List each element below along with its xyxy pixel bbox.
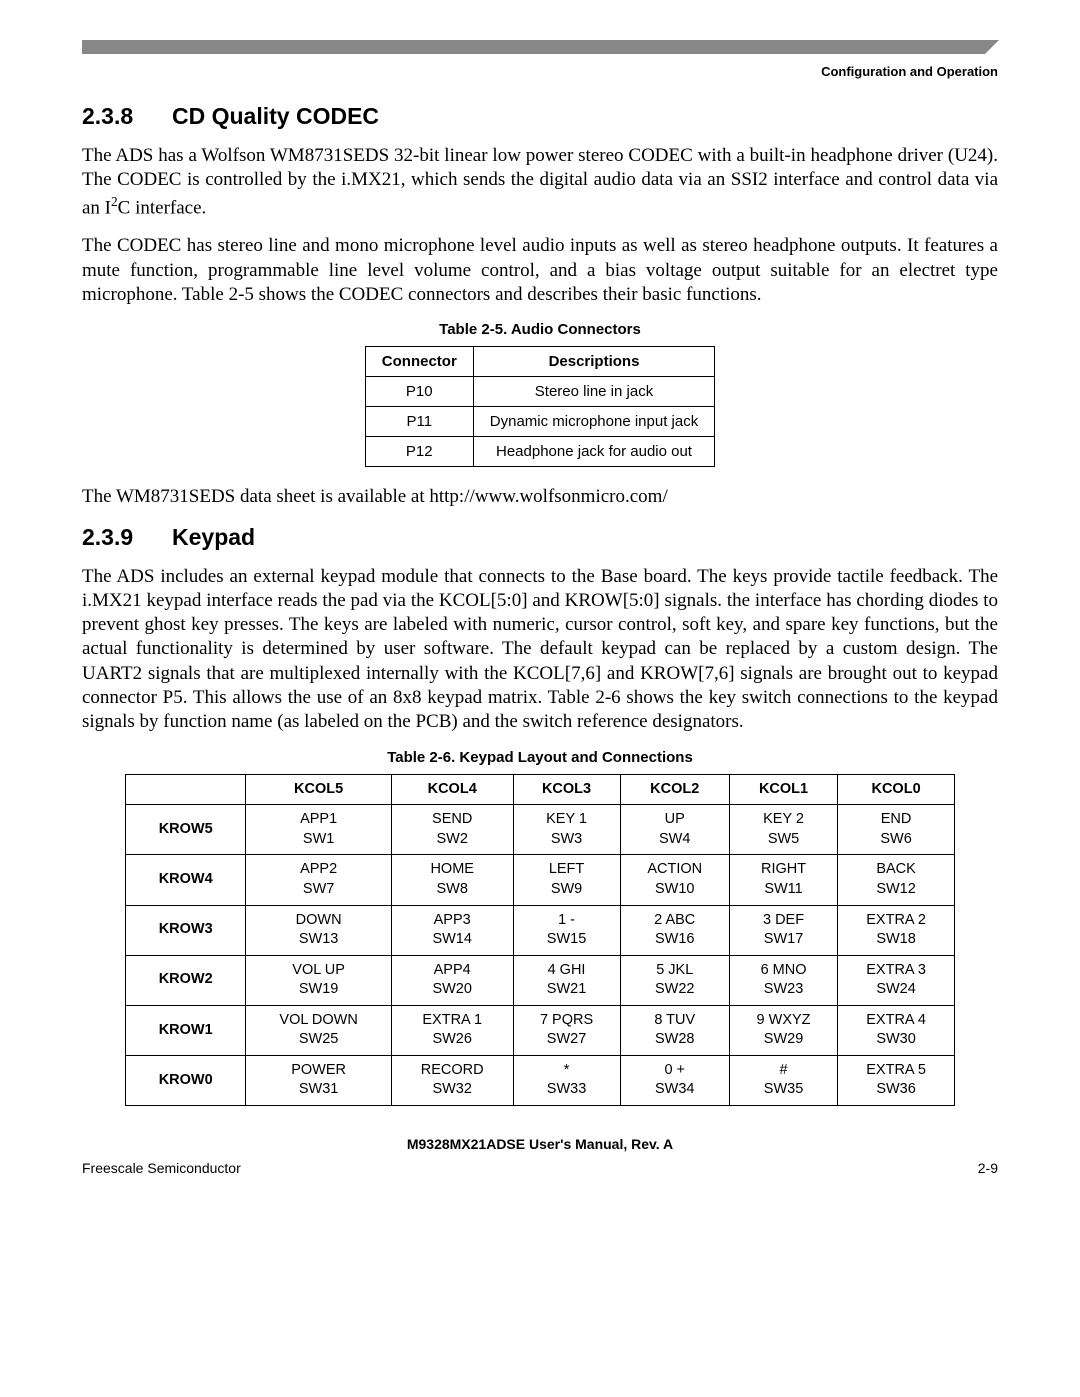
section-title: Keypad xyxy=(172,524,255,550)
col-connector: Connector xyxy=(365,347,473,377)
table-row: P12Headphone jack for audio out xyxy=(365,437,714,467)
keypad-cell: *SW33 xyxy=(513,1055,620,1105)
codec-paragraph-1: The ADS has a Wolfson WM8731SEDS 32-bit … xyxy=(82,144,998,220)
footer-doc-title: M9328MX21ADSE User's Manual, Rev. A xyxy=(82,1136,998,1152)
table-row: P10Stereo line in jack xyxy=(365,377,714,407)
table-row: P11Dynamic microphone input jack xyxy=(365,407,714,437)
keypad-cell: BACKSW12 xyxy=(838,855,955,905)
keypad-cell: DOWNSW13 xyxy=(246,905,391,955)
table-row: KROW5APP1SW1SENDSW2KEY 1SW3UPSW4KEY 2SW5… xyxy=(126,805,955,855)
keypad-row-header: KROW5 xyxy=(126,805,246,855)
keypad-col-header: KCOL3 xyxy=(513,774,620,805)
keypad-row-header: KROW3 xyxy=(126,905,246,955)
section-title: CD Quality CODEC xyxy=(172,103,379,129)
section-2-3-8-heading: 2.3.8CD Quality CODEC xyxy=(82,103,998,130)
col-descriptions: Descriptions xyxy=(473,347,714,377)
keypad-row-header: KROW4 xyxy=(126,855,246,905)
section-number: 2.3.8 xyxy=(82,103,172,130)
keypad-cell: RIGHTSW11 xyxy=(729,855,837,905)
keypad-cell: 7 PQRSSW27 xyxy=(513,1005,620,1055)
keypad-cell: RECORDSW32 xyxy=(391,1055,513,1105)
keypad-col-header: KCOL5 xyxy=(246,774,391,805)
page: Configuration and Operation 2.3.8CD Qual… xyxy=(0,0,1080,1216)
keypad-paragraph-1: The ADS includes an external keypad modu… xyxy=(82,565,998,735)
keypad-cell: #SW35 xyxy=(729,1055,837,1105)
keypad-cell: 4 GHISW21 xyxy=(513,955,620,1005)
description-cell: Stereo line in jack xyxy=(473,377,714,407)
keypad-cell: 8 TUVSW28 xyxy=(620,1005,729,1055)
description-cell: Dynamic microphone input jack xyxy=(473,407,714,437)
codec-paragraph-2: The CODEC has stereo line and mono micro… xyxy=(82,234,998,307)
keypad-row-header: KROW0 xyxy=(126,1055,246,1105)
description-cell: Headphone jack for audio out xyxy=(473,437,714,467)
keypad-cell: EXTRA 5SW36 xyxy=(838,1055,955,1105)
table-2-5-caption: Table 2-5. Audio Connectors xyxy=(82,321,998,338)
keypad-cell: ENDSW6 xyxy=(838,805,955,855)
keypad-cell: EXTRA 3SW24 xyxy=(838,955,955,1005)
keypad-col-header: KCOL0 xyxy=(838,774,955,805)
keypad-cell: EXTRA 4SW30 xyxy=(838,1005,955,1055)
keypad-cell: APP1SW1 xyxy=(246,805,391,855)
keypad-cell: EXTRA 2SW18 xyxy=(838,905,955,955)
table-row: KROW0POWERSW31RECORDSW32*SW330 +SW34#SW3… xyxy=(126,1055,955,1105)
keypad-cell: 5 JKLSW22 xyxy=(620,955,729,1005)
top-bar xyxy=(82,40,998,54)
table-row: KROW3DOWNSW13APP3SW141 -SW152 ABCSW163 D… xyxy=(126,905,955,955)
keypad-cell: 1 -SW15 xyxy=(513,905,620,955)
table-2-6-caption: Table 2-6. Keypad Layout and Connections xyxy=(82,749,998,766)
connector-cell: P11 xyxy=(365,407,473,437)
keypad-table: KCOL5KCOL4KCOL3KCOL2KCOL1KCOL0 KROW5APP1… xyxy=(125,774,955,1106)
keypad-cell: UPSW4 xyxy=(620,805,729,855)
keypad-cell: APP4SW20 xyxy=(391,955,513,1005)
keypad-cell: SENDSW2 xyxy=(391,805,513,855)
keypad-cell: 2 ABCSW16 xyxy=(620,905,729,955)
keypad-row-header: KROW1 xyxy=(126,1005,246,1055)
keypad-cell: 9 WXYZSW29 xyxy=(729,1005,837,1055)
keypad-cell: VOL DOWNSW25 xyxy=(246,1005,391,1055)
codec-paragraph-3: The WM8731SEDS data sheet is available a… xyxy=(82,485,998,509)
keypad-cell: ACTIONSW10 xyxy=(620,855,729,905)
keypad-cell: 0 +SW34 xyxy=(620,1055,729,1105)
connector-cell: P12 xyxy=(365,437,473,467)
table-row: KROW4APP2SW7HOMESW8LEFTSW9ACTIONSW10RIGH… xyxy=(126,855,955,905)
keypad-cell: EXTRA 1SW26 xyxy=(391,1005,513,1055)
keypad-cell: POWERSW31 xyxy=(246,1055,391,1105)
section-2-3-9-heading: 2.3.9Keypad xyxy=(82,524,998,551)
keypad-cell: VOL UPSW19 xyxy=(246,955,391,1005)
keypad-col-header: KCOL4 xyxy=(391,774,513,805)
keypad-cell: 3 DEFSW17 xyxy=(729,905,837,955)
keypad-cell: LEFTSW9 xyxy=(513,855,620,905)
footer-row: Freescale Semiconductor 2-9 xyxy=(82,1160,998,1176)
keypad-corner xyxy=(126,774,246,805)
keypad-row-header: KROW2 xyxy=(126,955,246,1005)
section-number: 2.3.9 xyxy=(82,524,172,551)
keypad-cell: 6 MNOSW23 xyxy=(729,955,837,1005)
keypad-cell: APP3SW14 xyxy=(391,905,513,955)
connector-cell: P10 xyxy=(365,377,473,407)
footer-right: 2-9 xyxy=(978,1160,998,1176)
table-row: KROW1VOL DOWNSW25EXTRA 1SW267 PQRSSW278 … xyxy=(126,1005,955,1055)
keypad-col-header: KCOL2 xyxy=(620,774,729,805)
keypad-col-header: KCOL1 xyxy=(729,774,837,805)
header-section-label: Configuration and Operation xyxy=(82,64,998,79)
footer-left: Freescale Semiconductor xyxy=(82,1160,241,1176)
audio-connectors-table: Connector Descriptions P10Stereo line in… xyxy=(365,346,715,467)
keypad-cell: HOMESW8 xyxy=(391,855,513,905)
keypad-cell: APP2SW7 xyxy=(246,855,391,905)
table-row: KROW2VOL UPSW19APP4SW204 GHISW215 JKLSW2… xyxy=(126,955,955,1005)
keypad-cell: KEY 2SW5 xyxy=(729,805,837,855)
keypad-cell: KEY 1SW3 xyxy=(513,805,620,855)
